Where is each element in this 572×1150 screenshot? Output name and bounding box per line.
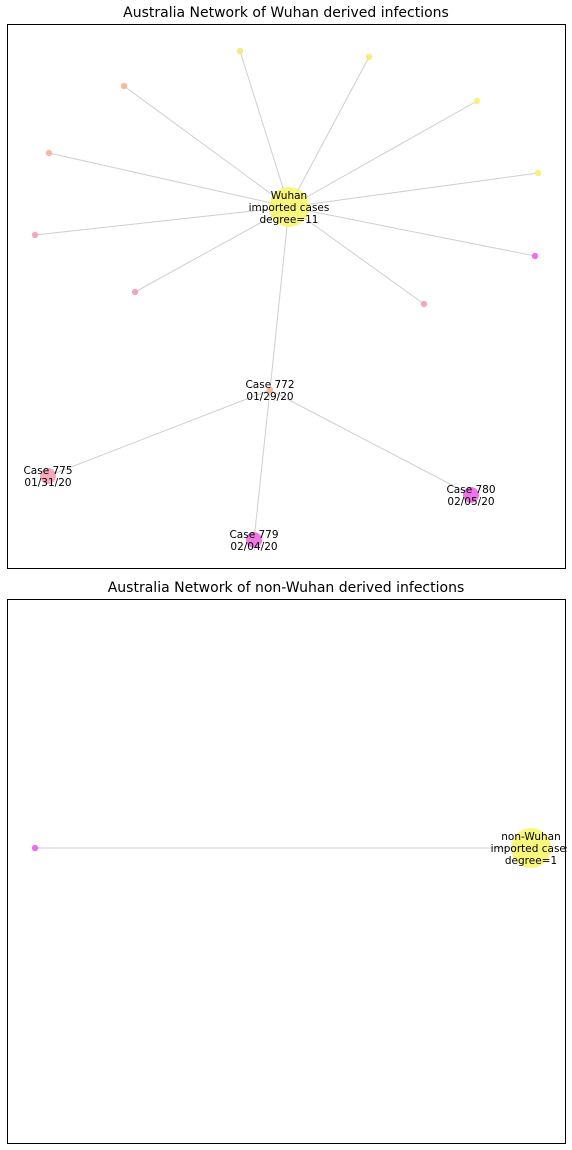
node-n1 bbox=[236, 47, 244, 55]
edge-hub-n3 bbox=[123, 85, 290, 208]
panel-1-title: Australia Network of Wuhan derived infec… bbox=[123, 5, 449, 21]
edge-hub-n9 bbox=[134, 206, 290, 293]
node-c772 bbox=[266, 386, 274, 394]
edge-c772-c780 bbox=[269, 389, 472, 496]
edge-hub-n1 bbox=[239, 50, 290, 208]
node-hub bbox=[269, 187, 309, 227]
edge-hub-n10 bbox=[288, 206, 425, 305]
wuhan-network-graph: Wuhan imported cases degree=11 Case 772 01/2… bbox=[23, 47, 542, 553]
edge-c772-c775 bbox=[47, 389, 271, 477]
node-c780 bbox=[463, 487, 479, 503]
edge-c772-c779 bbox=[253, 389, 271, 541]
node-n9 bbox=[131, 288, 139, 296]
node-n6 bbox=[534, 169, 542, 177]
edge-hub-n6 bbox=[288, 172, 539, 208]
panel-1-frame: Wuhan imported cases degree=11 Case 772 01/2… bbox=[7, 24, 566, 569]
node-label-hub: Wuhan imported cases degree=11 bbox=[249, 190, 330, 226]
node-n7 bbox=[31, 231, 39, 239]
panel-2-frame: non-Wuhan imported cases degree=1 bbox=[7, 599, 571, 1144]
node-n8 bbox=[531, 252, 539, 260]
node-n2 bbox=[365, 53, 373, 61]
node-n10 bbox=[420, 300, 428, 308]
non-wuhan-network-graph: non-Wuhan imported cases degree=1 bbox=[31, 828, 571, 868]
edge-hub-n2 bbox=[288, 56, 370, 208]
node-n4 bbox=[473, 97, 481, 105]
node-label-c772: Case 772 01/29/20 bbox=[245, 379, 294, 403]
node-c775 bbox=[40, 468, 56, 484]
node-n5 bbox=[45, 149, 53, 157]
edge-hub-c772 bbox=[269, 206, 290, 391]
node-n3 bbox=[120, 82, 128, 90]
edge-hub-n4 bbox=[288, 100, 478, 208]
node-label-c780: Case 780 02/05/20 bbox=[446, 484, 495, 508]
node-label-hub2: non-Wuhan imported cases degree=1 bbox=[491, 831, 567, 867]
node-label-c779: Case 779 02/04/20 bbox=[229, 529, 278, 553]
node-label-c775: Case 775 01/31/20 bbox=[23, 465, 72, 489]
edge-hub-n8 bbox=[288, 206, 536, 257]
edge-hub-n7 bbox=[34, 206, 290, 236]
panel-2-title: Australia Network of non-Wuhan derived i… bbox=[107, 580, 465, 596]
node-m1 bbox=[31, 844, 39, 852]
node-hub2 bbox=[511, 828, 551, 868]
edge-hub-n5 bbox=[48, 152, 290, 208]
node-c779 bbox=[246, 532, 262, 548]
